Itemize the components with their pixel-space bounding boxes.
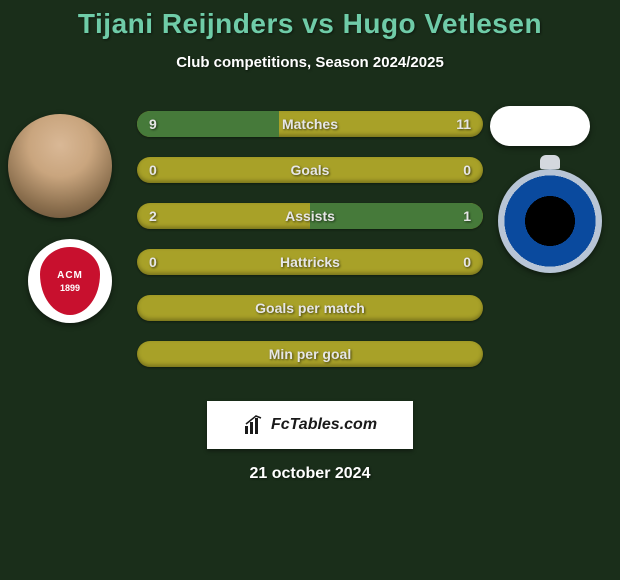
player-right-club-badge bbox=[498, 169, 602, 273]
stat-label: Matches bbox=[137, 111, 483, 137]
stat-label: Goals per match bbox=[137, 295, 483, 321]
subtitle: Club competitions, Season 2024/2025 bbox=[0, 54, 620, 71]
comparison-content: ACM 1899 911Matches 00Goals 21Assists 00Hat… bbox=[0, 111, 620, 391]
page-title: Tijani Reijnders vs Hugo Vetlesen bbox=[0, 8, 620, 40]
brand-badge: FcTables.com bbox=[207, 401, 413, 449]
player-left-avatar bbox=[8, 114, 112, 218]
date-text: 21 october 2024 bbox=[0, 465, 620, 483]
brand-text: FcTables.com bbox=[271, 416, 377, 434]
club-left-year: 1899 bbox=[60, 283, 80, 293]
player-right-avatar bbox=[490, 106, 590, 146]
stat-label: Hattricks bbox=[137, 249, 483, 275]
stat-bar: 21Assists bbox=[137, 203, 483, 229]
stat-bar: 00Hattricks bbox=[137, 249, 483, 275]
brand-icon bbox=[243, 414, 265, 436]
stat-bar: Min per goal bbox=[137, 341, 483, 367]
player-left-club-badge: ACM 1899 bbox=[28, 239, 112, 323]
stat-label: Assists bbox=[137, 203, 483, 229]
club-left-abbr: ACM bbox=[57, 270, 83, 281]
stat-label: Goals bbox=[137, 157, 483, 183]
stat-bar: Goals per match bbox=[137, 295, 483, 321]
stat-bar: 911Matches bbox=[137, 111, 483, 137]
stat-label: Min per goal bbox=[137, 341, 483, 367]
stat-bars: 911Matches 00Goals 21Assists 00Hattricks Goa… bbox=[137, 111, 483, 387]
stat-bar: 00Goals bbox=[137, 157, 483, 183]
